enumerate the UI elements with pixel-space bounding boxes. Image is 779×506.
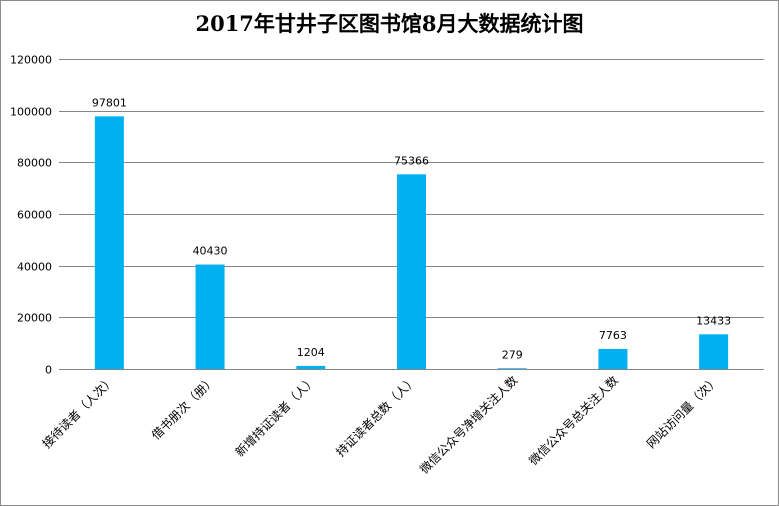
bar [296, 365, 326, 369]
y-axis-tick-labels: 0 20000 40000 60000 80000 100000 120000 [10, 54, 52, 377]
bar [195, 264, 225, 369]
data-label: 7763 [599, 329, 627, 342]
data-labels: 97801 40430 1204 75366 279 7763 13433 [92, 96, 731, 361]
y-tick-label: 40000 [17, 261, 52, 274]
x-tick-label: 微信公众号总关注人数 [526, 373, 621, 468]
x-tick-label: 新增持证读者（人） [232, 373, 319, 460]
bars [94, 116, 729, 370]
data-label: 1204 [297, 346, 325, 359]
y-tick-label: 80000 [17, 157, 52, 170]
bar [397, 174, 426, 369]
bar [699, 334, 729, 369]
y-tick-label: 20000 [17, 312, 52, 325]
data-label: 40430 [193, 245, 228, 258]
bar [598, 348, 628, 369]
y-tick-label: 0 [45, 364, 52, 377]
x-tick-label: 网站访问量（次） [644, 373, 722, 451]
y-tick-label: 60000 [17, 209, 52, 222]
chart-title: 2017年甘井子区图书馆8月大数据统计图 [195, 11, 584, 36]
data-label: 13433 [696, 314, 731, 327]
data-label: 279 [502, 348, 523, 361]
y-tick-label: 100000 [10, 106, 52, 119]
x-tick-label: 微信公众号净增关注人数 [416, 373, 520, 477]
data-label: 75366 [394, 154, 429, 167]
x-tick-label: 接待读者（人次） [39, 373, 117, 451]
y-tick-label: 120000 [10, 54, 52, 67]
data-label: 97801 [92, 96, 127, 109]
bar [497, 368, 527, 369]
x-axis-tick-labels: 接待读者（人次） 借书册次（册） 新增持证读者（人） 持证读者总数（人）微信公众号净增… [39, 373, 722, 477]
x-tick-label: 持证读者总数（人） [333, 373, 420, 460]
bar [94, 116, 124, 370]
x-tick-label: 借书册次（册） [149, 373, 218, 442]
